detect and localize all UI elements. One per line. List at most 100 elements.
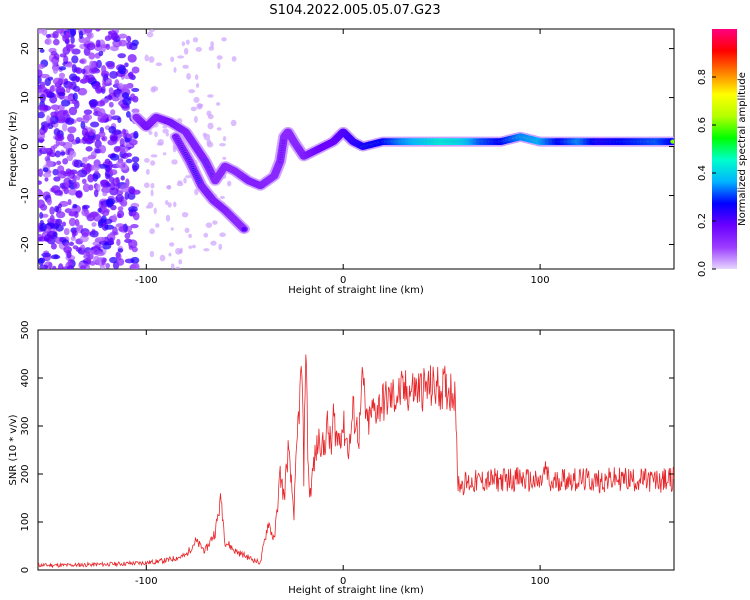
noise-blob [85, 146, 93, 152]
noise-blob [155, 223, 160, 228]
noise-blob [115, 193, 124, 203]
noise-blob [227, 180, 232, 187]
noise-blob [110, 109, 116, 116]
noise-blob [58, 72, 66, 79]
snr-frame [37, 329, 675, 571]
noise-blob [59, 53, 67, 58]
noise-blob [89, 230, 99, 238]
noise-blob [67, 198, 72, 206]
noise-blob [203, 232, 209, 238]
noise-blob [108, 237, 114, 246]
colorbar-tick-label: 0.4 [697, 165, 708, 181]
noise-blob [82, 114, 90, 124]
spectrogram-xtick-label: 0 [340, 275, 346, 286]
noise-blob [166, 185, 172, 190]
noise-blob [117, 65, 127, 75]
noise-blob [68, 106, 78, 116]
noise-blob [41, 29, 48, 36]
noise-blob [122, 97, 132, 106]
noise-blob [101, 136, 106, 141]
noise-blob [217, 62, 221, 69]
noise-blob [57, 203, 63, 209]
noise-blob [68, 73, 78, 82]
noise-blob [219, 142, 226, 147]
noise-blob [41, 213, 49, 218]
noise-blob [64, 242, 70, 251]
noise-blob [67, 188, 78, 196]
noise-blob [104, 224, 114, 230]
noise-blob [65, 117, 75, 125]
noise-blob [128, 139, 138, 146]
noise-blob [46, 115, 51, 124]
noise-blob [105, 208, 110, 213]
noise-blob [162, 125, 168, 129]
noise-blob [68, 241, 74, 247]
noise-blob [202, 132, 207, 137]
colorbar-gradient [712, 29, 737, 269]
noise-blob [116, 190, 124, 196]
snr-panel: -100 0 100 0 100 200 300 400 500 Height of strai… [8, 320, 675, 596]
noise-blob [120, 148, 126, 155]
noise-blob [71, 64, 77, 73]
noise-blob [94, 85, 103, 94]
noise-blob [62, 46, 71, 55]
noise-blob [64, 208, 73, 214]
noise-blob [82, 39, 91, 45]
noise-blob [98, 163, 108, 169]
noise-blob [185, 175, 192, 179]
noise-blob [72, 92, 78, 101]
snr-ytick-label: 100 [20, 512, 31, 531]
noise-blob [97, 207, 102, 213]
noise-blob [115, 176, 120, 184]
noise-blob [125, 158, 133, 164]
colorbar-label: Normalized spectral amplitude [737, 72, 748, 226]
noise-blob [115, 223, 125, 228]
noise-blob [188, 89, 196, 94]
noise-blob [51, 265, 57, 269]
spectrogram-ytick-label: 0 [20, 143, 31, 149]
noise-blob [87, 173, 95, 183]
noise-blob [53, 254, 59, 259]
noise-blob [131, 189, 141, 195]
noise-blob [73, 181, 80, 189]
noise-blob [53, 38, 60, 46]
noise-blob [79, 59, 85, 64]
spectrogram-xtick-label: 100 [531, 275, 550, 286]
spectrogram-ytick-label: -10 [20, 187, 31, 203]
noise-blob [96, 100, 106, 107]
snr-ytick-label: 0 [20, 567, 31, 573]
noise-blob [50, 51, 58, 56]
noise-blob [52, 77, 63, 85]
noise-blob [116, 252, 122, 261]
noise-blob [85, 251, 90, 257]
noise-blob [67, 81, 73, 90]
spectrogram-ytick-label: 20 [20, 42, 31, 55]
noise-blob [104, 218, 113, 225]
noise-blob [71, 55, 79, 64]
noise-blob [108, 176, 115, 183]
noise-blob [80, 120, 86, 130]
noise-blob [126, 41, 133, 50]
noise-blob [52, 231, 58, 238]
noise-blob [131, 66, 140, 74]
noise-blob [102, 242, 112, 250]
noise-blob [63, 186, 69, 195]
noise-blob [127, 54, 137, 63]
spectrogram-ytick-label: -20 [20, 236, 31, 252]
noise-blob [165, 132, 169, 137]
noise-blob [114, 79, 120, 87]
noise-blob [148, 130, 153, 135]
noise-blob [70, 36, 75, 44]
noise-blob [183, 47, 189, 55]
noise-blob [43, 105, 52, 111]
noise-blob [121, 128, 127, 135]
noise-blob [52, 168, 59, 176]
noise-blob [79, 250, 88, 255]
noise-blob [188, 245, 193, 249]
noise-blob [81, 232, 89, 238]
noise-blob [75, 190, 83, 199]
snr-ytick-label: 400 [20, 368, 31, 387]
noise-blob [145, 168, 150, 175]
noise-blob [71, 99, 78, 105]
